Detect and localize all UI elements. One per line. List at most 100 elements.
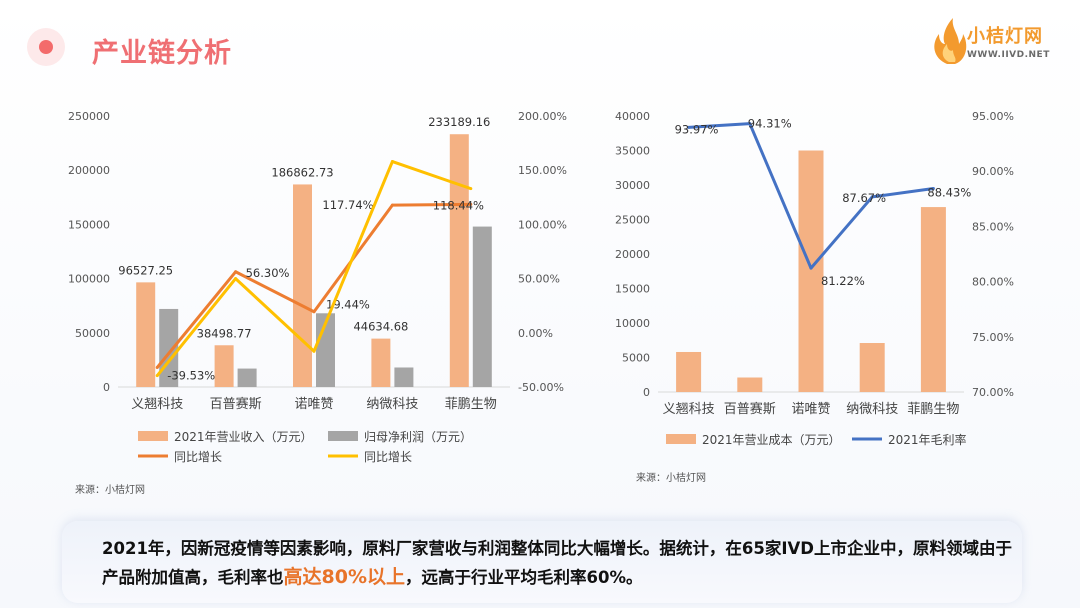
y2-tick-label: 100.00% [518, 218, 567, 231]
bar [920, 207, 946, 392]
x-tick-label: 义翘科技 [663, 402, 715, 417]
y2-tick-label: 75.00% [972, 331, 1014, 344]
line-data-label: 56.30% [246, 266, 290, 280]
y2-tick-label: 70.00% [972, 386, 1014, 399]
line-point [469, 202, 473, 206]
y-tick-label: 250000 [68, 110, 110, 123]
x-tick-label: 百普赛斯 [210, 396, 262, 412]
title-bullet-dot [39, 40, 53, 54]
legend-swatch [666, 434, 696, 444]
legend-label: 2021年营业成本（万元） [702, 433, 841, 447]
line-data-label: 117.74% [322, 198, 373, 212]
line-point [469, 187, 473, 191]
bar [859, 343, 885, 392]
logo-url: WWW.IIVD.NET [967, 50, 1050, 60]
chart-cost-margin: 0 5000 10000 15000 20000 25000 30000 35000 40000… [615, 110, 1014, 447]
legend-label: 2021年营业收入（万元） [174, 430, 313, 444]
summary-part1: 2021年，因新冠疫情等因素影响，原料厂家营收与利润整体同比大幅增长。据统计，在… [102, 539, 1012, 587]
bar [136, 282, 156, 387]
y-tick-label: 30000 [615, 179, 650, 192]
bar [394, 367, 414, 387]
bar [472, 226, 492, 387]
legend-label: 同比增长 [364, 450, 412, 464]
legend-label: 归母净利润（万元） [364, 430, 472, 444]
bar [237, 368, 257, 387]
legend-label: 同比增长 [174, 450, 222, 464]
bar-data-label: 233189.16 [428, 115, 490, 129]
y-tick-label: 200000 [68, 164, 110, 177]
bar [737, 377, 763, 392]
y2-tick-label: 150.00% [518, 164, 567, 177]
y-tick-label: 100000 [68, 273, 110, 286]
y-tick-label: 35000 [615, 145, 650, 158]
line-point [390, 203, 394, 207]
x-tick-label: 诺唯赞 [791, 402, 830, 417]
logo-name: 小桔灯网 [967, 26, 1043, 47]
line-point [312, 349, 316, 353]
line-point [312, 310, 316, 314]
line-point [155, 374, 159, 378]
line-data-label: 118.44% [433, 198, 484, 212]
bar-data-label: 96527.25 [118, 263, 173, 277]
bar [676, 351, 702, 392]
y-tick-label: 40000 [615, 110, 650, 123]
source-note-right: 来源：小桔灯网 [636, 473, 706, 484]
y-tick-label: 10000 [615, 317, 650, 330]
summary-box [62, 521, 1022, 603]
x-tick-label: 义翘科技 [131, 397, 183, 412]
legend-swatch [328, 431, 358, 441]
y2-tick-label: 85.00% [972, 220, 1014, 233]
y2-tick-label: 0.00% [518, 327, 553, 340]
y-tick-label: 25000 [615, 214, 650, 227]
summary-highlight: 高达80%以上 [283, 566, 405, 588]
bar-data-label: 38498.77 [197, 326, 252, 340]
line-data-label: 87.67% [842, 191, 886, 205]
x-tick-label: 纳微科技 [846, 402, 898, 417]
bar-data-label: 44634.68 [353, 320, 408, 334]
x-tick-label: 纳微科技 [366, 397, 418, 412]
summary-part2: ，远高于行业平均毛利率60%。 [404, 568, 643, 587]
bar [293, 184, 312, 387]
line-point [870, 195, 874, 199]
legend-label: 2021年毛利率 [888, 432, 967, 447]
y-tick-label: 150000 [68, 218, 110, 231]
line-data-label: 19.44% [326, 298, 370, 312]
x-tick-label: 诺唯赞 [294, 397, 333, 412]
line-data-label: 88.43% [927, 186, 971, 200]
summary-text: 2021年，因新冠疫情等因素影响，原料厂家营收与利润整体同比大幅增长。据统计，在… [102, 534, 1017, 592]
legend-swatch [138, 431, 168, 441]
line-point [809, 266, 813, 270]
line-point [931, 187, 935, 191]
y-tick-label: 0 [103, 381, 110, 394]
x-tick-label: 百普赛斯 [724, 401, 776, 417]
y-tick-label: 20000 [615, 248, 650, 261]
x-tick-label: 菲鹏生物 [907, 402, 959, 417]
line-point [748, 122, 752, 126]
series-line [156, 160, 472, 377]
x-tick-label: 菲鹏生物 [445, 397, 497, 412]
line-data-label: 94.31% [748, 117, 792, 131]
line-point [155, 365, 159, 369]
y2-tick-label: 90.00% [972, 165, 1014, 178]
bar [798, 150, 824, 392]
y-tick-label: 0 [643, 386, 650, 399]
y-tick-label: 50000 [75, 327, 110, 340]
line-point [687, 125, 691, 129]
chart-revenue-profit: 0 50000 100000 150000 200000 250000 -50.00% 0.0… [68, 110, 567, 464]
y-tick-label: 15000 [615, 283, 650, 296]
line-point [234, 270, 238, 274]
y2-tick-label: 95.00% [972, 110, 1014, 123]
y2-tick-label: 80.00% [972, 276, 1014, 289]
logo-flame-icon [934, 18, 967, 64]
bar-data-label: 186862.73 [271, 165, 333, 179]
y-tick-label: 5000 [622, 352, 650, 365]
y2-tick-label: 200.00% [518, 110, 567, 123]
line-point [234, 277, 238, 281]
source-note-left: 来源：小桔灯网 [75, 485, 145, 496]
y2-tick-label: -50.00% [518, 381, 564, 394]
line-data-label: 81.22% [821, 274, 865, 288]
bar [449, 134, 469, 387]
page-title: 产业链分析 [92, 38, 232, 69]
line-data-label: -39.53% [167, 369, 215, 383]
